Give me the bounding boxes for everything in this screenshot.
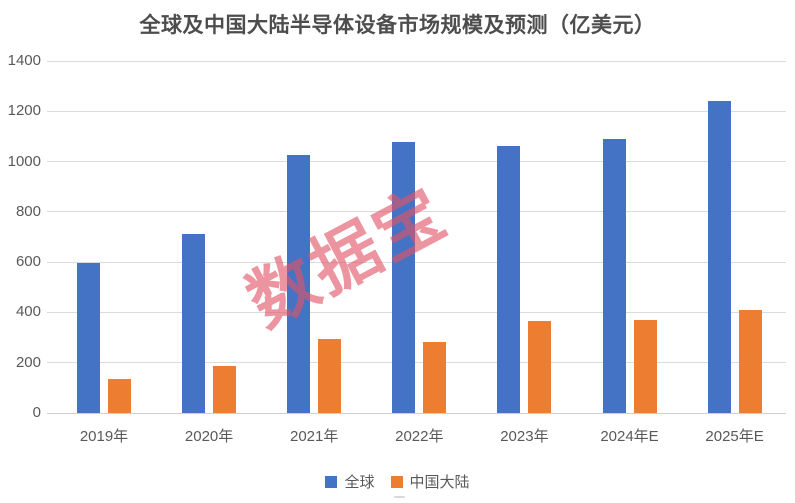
- watermark-text: 数据宝: [235, 174, 460, 342]
- legend-label-china: 中国大陆: [409, 474, 470, 491]
- x-tick-label: 2019年: [79, 428, 129, 445]
- gridline: [47, 161, 786, 163]
- bar-global-2021年: [287, 155, 311, 413]
- x-tick-label: 2020年: [184, 428, 234, 445]
- bar-global-2025年E: [707, 101, 731, 413]
- y-tick-label: 0: [32, 404, 41, 421]
- bar-china-2024年E: [633, 319, 657, 413]
- bar-global-2019年: [77, 262, 100, 413]
- gridline: [47, 311, 786, 313]
- y-tick-label: 400: [15, 303, 41, 321]
- y-tick-label: 200: [15, 353, 41, 371]
- x-tick-label: 2022年: [395, 428, 444, 445]
- bar-china-2025年E: [738, 309, 762, 413]
- gridline: [47, 211, 786, 213]
- bar-global-2024年E: [602, 138, 626, 413]
- y-tick-label: 600: [15, 253, 41, 271]
- legend: 全球 中国大陆: [0, 471, 795, 492]
- y-tick-label: 1200: [7, 102, 41, 120]
- x-axis-line: [47, 412, 786, 414]
- gridline: [47, 362, 786, 364]
- x-tick-label: 2021年: [290, 428, 339, 445]
- y-tick-label: 1000: [7, 152, 41, 170]
- bar-china-2020年: [213, 365, 237, 413]
- legend-item-global: 全球: [325, 471, 375, 492]
- gridline: [47, 60, 786, 62]
- y-tick-label: 800: [15, 202, 41, 220]
- gridline: [47, 261, 786, 263]
- bar-china-2023年: [528, 320, 552, 413]
- bar-global-2023年: [497, 145, 521, 413]
- footer-dash: [394, 496, 405, 498]
- chart-title: 全球及中国大陆半导体设备市场规模及预测（亿美元）: [139, 14, 656, 37]
- x-tick-label: 2024年E: [600, 428, 659, 445]
- legend-swatch-global-icon: [325, 475, 338, 488]
- bar-china-2021年: [318, 338, 342, 413]
- x-tick-label: 2025年E: [705, 428, 764, 445]
- x-tick-label: 2023年: [500, 428, 549, 445]
- legend-item-china: 中国大陆: [390, 471, 470, 492]
- bar-china-2022年: [423, 341, 447, 413]
- bar-global-2022年: [392, 142, 416, 413]
- y-tick-label: 1400: [7, 52, 41, 69]
- bar-global-2020年: [182, 233, 206, 413]
- gridline: [47, 110, 786, 112]
- bar-china-2019年: [108, 379, 131, 413]
- legend-swatch-china-icon: [390, 475, 403, 488]
- legend-label-global: 全球: [344, 474, 375, 491]
